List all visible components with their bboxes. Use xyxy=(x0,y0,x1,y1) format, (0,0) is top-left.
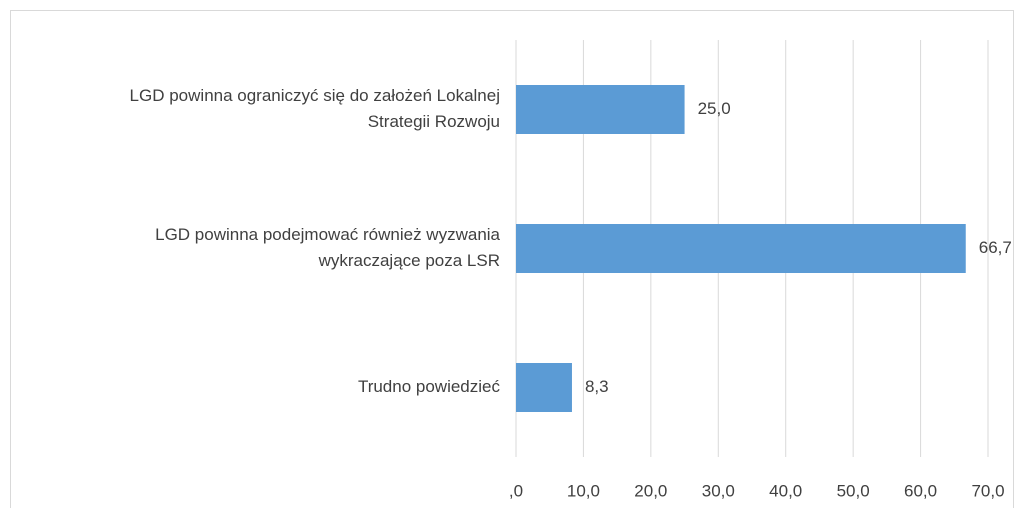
y-tick-label: LGD powinna podejmować również wyzwania xyxy=(155,225,500,244)
x-tick-label: 60,0 xyxy=(904,481,937,500)
x-tick-label: 70,0 xyxy=(971,481,1004,500)
x-tick-label: ,0 xyxy=(509,481,523,500)
value-label: 66,7 xyxy=(979,238,1012,257)
x-tick-label: 50,0 xyxy=(837,481,870,500)
x-tick-label: 10,0 xyxy=(567,481,600,500)
x-tick-label: 20,0 xyxy=(634,481,667,500)
value-label: 8,3 xyxy=(585,377,609,396)
bar xyxy=(516,224,966,273)
x-tick-label: 40,0 xyxy=(769,481,802,500)
bar xyxy=(516,363,572,412)
value-label: 25,0 xyxy=(698,99,731,118)
y-tick-label: Strategii Rozwoju xyxy=(368,112,500,131)
y-tick-label: Trudno powiedzieć xyxy=(358,377,501,396)
bar xyxy=(516,85,685,134)
y-tick-label: LGD powinna ograniczyć się do założeń Lo… xyxy=(130,86,500,105)
x-tick-label: 30,0 xyxy=(702,481,735,500)
chart-border xyxy=(10,10,1014,508)
y-tick-label: wykraczające poza LSR xyxy=(318,251,500,270)
